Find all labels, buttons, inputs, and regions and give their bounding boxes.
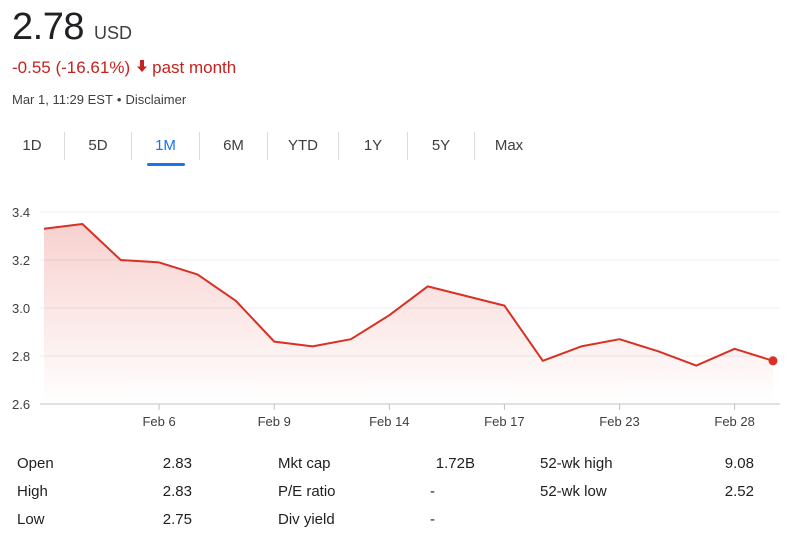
stat-label-low: Low bbox=[17, 511, 45, 528]
arrow-down-icon bbox=[136, 58, 148, 78]
price-area bbox=[44, 224, 773, 404]
price-line bbox=[43, 223, 774, 367]
tab-5y[interactable]: 5Y bbox=[431, 137, 451, 154]
tab-1m[interactable]: 1M bbox=[146, 132, 185, 166]
x-tick-label: Feb 6 bbox=[142, 414, 175, 429]
y-tick-label: 3.2 bbox=[12, 253, 30, 268]
stat-label-52wk-high: 52-wk high bbox=[540, 455, 613, 472]
x-tick-label: Feb 14 bbox=[369, 414, 409, 429]
tab-1d[interactable]: 1D bbox=[22, 137, 42, 154]
x-axis-ticks: Feb 6 Feb 9 Feb 14 Feb 17 Feb 23 Feb 28 bbox=[142, 404, 755, 429]
y-tick-label: 3.0 bbox=[12, 301, 30, 316]
stat-value-div-yield: - bbox=[430, 511, 435, 528]
x-tick-label: Feb 17 bbox=[484, 414, 524, 429]
stat-value-open: 2.83 bbox=[162, 455, 192, 472]
stat-value-mkt-cap: 1.72B bbox=[435, 455, 475, 472]
tab-max[interactable]: Max bbox=[494, 137, 524, 154]
price-change: -0.55 (-16.61%) past month bbox=[12, 58, 236, 78]
tab-5d[interactable]: 5D bbox=[88, 137, 108, 154]
range-tabs: 1D 5D 1M 6M YTD 1Y 5Y Max bbox=[0, 130, 543, 166]
change-period: past month bbox=[152, 58, 237, 77]
disclaimer-link[interactable]: Disclaimer bbox=[125, 92, 187, 107]
tab-1y[interactable]: 1Y bbox=[363, 137, 383, 154]
stat-label-mkt-cap: Mkt cap bbox=[278, 455, 331, 472]
x-tick-label: Feb 28 bbox=[714, 414, 754, 429]
tab-ytd[interactable]: YTD bbox=[288, 137, 318, 154]
timestamp: Mar 1, 11:29 EST bbox=[12, 92, 113, 107]
stat-value-52wk-low: 2.52 bbox=[724, 483, 754, 500]
stat-label-open: Open bbox=[17, 455, 54, 472]
y-axis-labels: 2.6 2.8 3.0 3.2 3.4 bbox=[12, 205, 30, 412]
tab-6m[interactable]: 6M bbox=[223, 137, 244, 154]
stat-label-div-yield: Div yield bbox=[278, 511, 335, 528]
stat-label-52wk-low: 52-wk low bbox=[540, 483, 607, 500]
y-tick-label: 2.8 bbox=[12, 349, 30, 364]
stat-value-52wk-high: 9.08 bbox=[724, 455, 754, 472]
stat-value-high: 2.83 bbox=[162, 483, 192, 500]
stat-label-high: High bbox=[17, 483, 48, 500]
stat-value-pe-ratio: - bbox=[430, 483, 435, 500]
y-tick-label: 3.4 bbox=[12, 205, 30, 220]
stat-label-pe-ratio: P/E ratio bbox=[278, 483, 336, 500]
currency-label: USD bbox=[93, 23, 132, 43]
current-price: 2.78 bbox=[12, 6, 84, 48]
last-price-point bbox=[768, 356, 778, 366]
price-header: 2.78 USD bbox=[12, 6, 132, 49]
quote-meta: Mar 1, 11:29 EST • Disclaimer bbox=[12, 92, 187, 107]
price-chart[interactable]: 2.62.83.03.23.4 Feb 6 Feb 9 Feb 14 Feb 17 Fe… bbox=[0, 190, 800, 440]
x-tick-label: Feb 23 bbox=[599, 414, 639, 429]
y-tick-label: 2.6 bbox=[12, 397, 30, 412]
stat-value-low: 2.75 bbox=[162, 511, 192, 528]
x-tick-label: Feb 9 bbox=[258, 414, 291, 429]
change-value: -0.55 (-16.61%) bbox=[12, 58, 131, 77]
